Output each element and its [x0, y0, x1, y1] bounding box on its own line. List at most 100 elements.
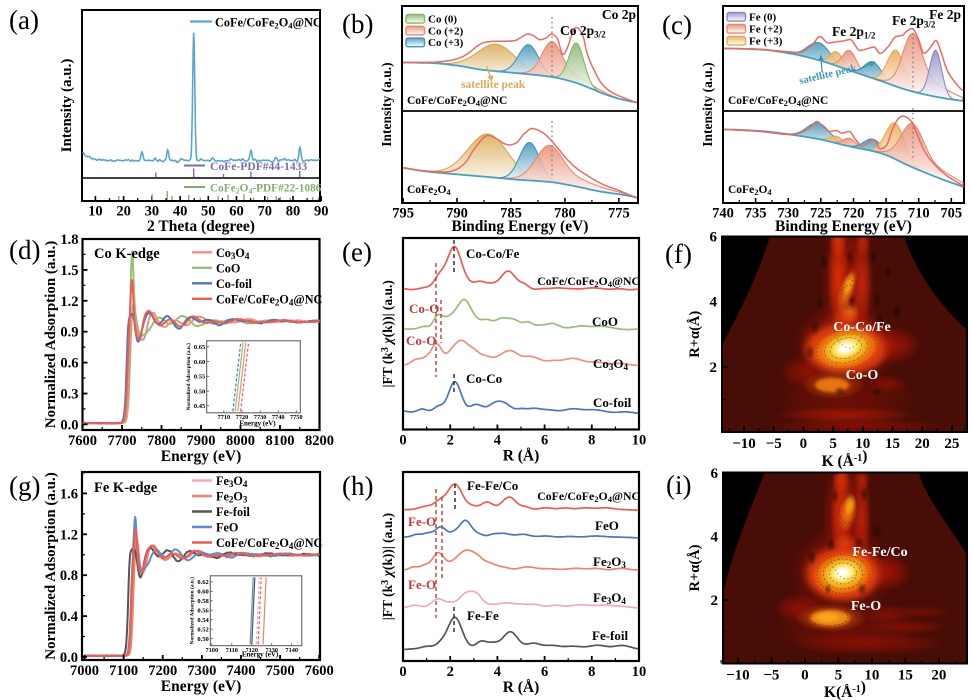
svg-text:R+α(Å): R+α(Å): [687, 544, 703, 591]
svg-text:785: 785: [500, 206, 522, 222]
svg-text:8: 8: [588, 433, 595, 449]
svg-text:0.65: 0.65: [194, 344, 206, 351]
svg-text:(e): (e): [342, 237, 372, 267]
svg-text:1.6: 1.6: [60, 486, 78, 502]
svg-text:Fe2O3: Fe2O3: [593, 554, 626, 570]
svg-text:R (Å): R (Å): [503, 679, 540, 696]
svg-text:−5: −5: [766, 436, 782, 452]
svg-text:0.6: 0.6: [60, 356, 78, 372]
svg-text:6: 6: [710, 229, 718, 245]
svg-text:CoFe/CoFe2O4@NC: CoFe/CoFe2O4@NC: [215, 16, 322, 31]
svg-text:7710: 7710: [218, 414, 231, 421]
svg-text:0.8: 0.8: [60, 568, 78, 584]
svg-text:7000: 7000: [70, 663, 99, 679]
svg-text:(a): (a): [9, 5, 39, 35]
svg-text:7800: 7800: [147, 433, 176, 449]
svg-text:Binding Energy (eV): Binding Energy (eV): [452, 218, 589, 235]
svg-text:R (Å): R (Å): [503, 448, 540, 465]
svg-text:7300: 7300: [187, 663, 216, 679]
svg-text:1.5: 1.5: [60, 263, 78, 279]
svg-text:Fe-O: Fe-O: [408, 514, 436, 529]
svg-text:790: 790: [446, 206, 468, 222]
svg-text:Intensity (a.u.): Intensity (a.u.): [700, 62, 715, 146]
svg-text:CoFe2O4-PDF#22-1086: CoFe2O4-PDF#22-1086: [210, 183, 322, 196]
svg-text:0.54: 0.54: [197, 617, 209, 624]
svg-text:|FT (k3 χ(k))| (a.u.): |FT (k3 χ(k))| (a.u.): [380, 280, 395, 387]
svg-text:Fe-foil: Fe-foil: [592, 628, 628, 643]
svg-text:0.0: 0.0: [60, 417, 78, 433]
svg-text:90: 90: [314, 204, 329, 220]
svg-text:Co K-edge: Co K-edge: [94, 246, 160, 262]
svg-text:7100: 7100: [206, 647, 219, 654]
svg-text:7130: 7130: [265, 647, 278, 654]
svg-text:Normalized Adsorption (a.u.): Normalized Adsorption (a.u.): [185, 343, 192, 411]
svg-text:740: 740: [712, 206, 734, 222]
svg-text:−10: −10: [732, 436, 756, 452]
svg-text:Fe-O: Fe-O: [851, 599, 881, 614]
svg-text:80: 80: [286, 204, 301, 220]
svg-text:CoO: CoO: [592, 314, 618, 329]
svg-text:0: 0: [399, 664, 406, 680]
svg-text:Intensity (a.u.): Intensity (a.u.): [379, 62, 394, 146]
svg-text:7720: 7720: [236, 414, 249, 421]
svg-text:(h): (h): [342, 471, 373, 501]
svg-text:Fe K-edge: Fe K-edge: [94, 480, 158, 496]
svg-text:20: 20: [915, 436, 930, 452]
svg-text:30: 30: [145, 204, 160, 220]
svg-text:1.2: 1.2: [60, 294, 78, 310]
svg-text:0.56: 0.56: [197, 607, 209, 614]
svg-text:2 Theta (degree): 2 Theta (degree): [147, 218, 255, 235]
svg-text:−10: −10: [726, 668, 750, 684]
svg-text:2: 2: [711, 593, 719, 609]
svg-text:735: 735: [745, 206, 767, 222]
svg-text:6: 6: [711, 466, 719, 482]
svg-text:15: 15: [885, 436, 900, 452]
svg-text:Co-Co/Fe: Co-Co/Fe: [833, 320, 891, 335]
svg-text:(f): (f): [665, 239, 692, 269]
svg-text:−5: −5: [763, 668, 779, 684]
svg-text:Fe 2p: Fe 2p: [929, 7, 961, 22]
svg-text:Fe3O4: Fe3O4: [593, 590, 626, 606]
svg-text:730: 730: [777, 206, 799, 222]
svg-text:7730: 7730: [254, 414, 267, 421]
svg-text:10: 10: [632, 433, 647, 449]
svg-text:CoFe2O4: CoFe2O4: [407, 184, 451, 197]
svg-text:K(Å-1): K(Å-1): [824, 679, 866, 700]
svg-text:CoFe/CoFe2O4@NC: CoFe/CoFe2O4@NC: [216, 536, 322, 551]
svg-text:0.62: 0.62: [197, 579, 208, 586]
svg-text:Fe (+2): Fe (+2): [749, 24, 783, 36]
svg-text:Fe-foil: Fe-foil: [216, 505, 250, 519]
svg-text:2: 2: [447, 664, 454, 680]
svg-text:70: 70: [258, 204, 273, 220]
svg-text:Co-O: Co-O: [409, 301, 439, 316]
svg-text:CoFe-PDF#44-1433: CoFe-PDF#44-1433: [210, 160, 307, 173]
svg-text:8100: 8100: [266, 433, 295, 449]
svg-text:CoFe/CoFe2O4@NC: CoFe/CoFe2O4@NC: [537, 274, 640, 289]
svg-text:Energy (eV): Energy (eV): [161, 448, 242, 465]
svg-text:7600: 7600: [68, 433, 97, 449]
svg-text:10: 10: [855, 436, 870, 452]
svg-text:0.4: 0.4: [60, 609, 78, 625]
svg-text:0.55: 0.55: [194, 374, 206, 381]
svg-text:Co-O: Co-O: [846, 368, 879, 383]
svg-text:FeO: FeO: [216, 521, 238, 535]
svg-text:CoFe2O4: CoFe2O4: [728, 184, 772, 197]
svg-text:(b): (b): [342, 9, 373, 39]
svg-text:4: 4: [494, 433, 501, 449]
svg-text:Fe2O3: Fe2O3: [216, 490, 248, 505]
svg-text:0.50: 0.50: [194, 388, 205, 395]
svg-text:715: 715: [875, 206, 897, 222]
svg-text:0.52: 0.52: [197, 626, 208, 633]
svg-text:Co (+3): Co (+3): [428, 37, 464, 49]
svg-text:Co-Co/Fe: Co-Co/Fe: [466, 246, 520, 261]
svg-text:Normalized Adsorption (a.u.): Normalized Adsorption (a.u.): [43, 241, 59, 429]
svg-text:Normalized Adsorption (a.u.): Normalized Adsorption (a.u.): [43, 472, 59, 660]
svg-text:Co3O4: Co3O4: [216, 246, 250, 261]
svg-text:7700: 7700: [108, 433, 137, 449]
svg-text:25: 25: [944, 436, 959, 452]
svg-text:4: 4: [710, 295, 718, 311]
svg-text:15: 15: [898, 668, 913, 684]
svg-text:0.0: 0.0: [60, 650, 78, 666]
svg-text:Energy (eV): Energy (eV): [242, 650, 279, 658]
svg-text:Fe-Fe/Co: Fe-Fe/Co: [467, 478, 518, 493]
